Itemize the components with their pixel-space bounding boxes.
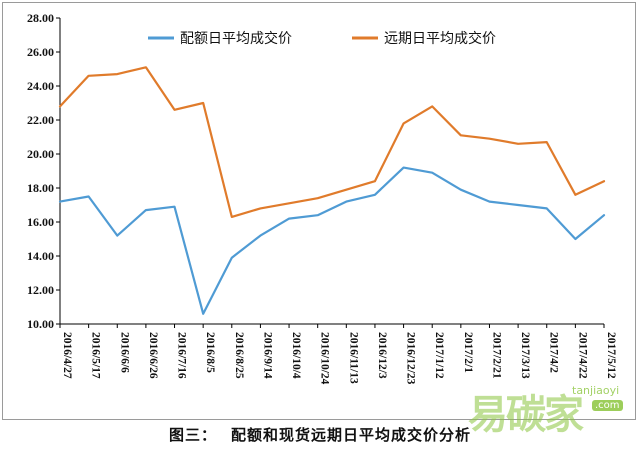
y-tick-label: 24.00 — [27, 79, 54, 93]
y-tick-label: 28.00 — [27, 11, 54, 25]
x-tick-label: 2017/1/12 — [433, 332, 445, 379]
legend-label-forward: 远期日平均成交价 — [384, 30, 496, 47]
x-tick-label: 2016/8/25 — [233, 332, 245, 379]
x-tick-label: 2016/6/26 — [147, 332, 159, 379]
watermark-cn: 易碳家 — [468, 392, 584, 438]
x-tick-label: 2016/12/23 — [405, 332, 417, 385]
x-tick-label: 2016/12/3 — [376, 332, 388, 379]
x-tick-label: 2016/9/14 — [261, 332, 273, 379]
x-tick-label: 2016/10/4 — [290, 332, 302, 379]
watermark-tld: .com — [592, 400, 623, 411]
series-line-spot — [58, 166, 606, 315]
x-tick-label: 2017/5/12 — [605, 332, 617, 379]
x-tick-label: 2016/8/5 — [204, 332, 216, 373]
chart-axes — [59, 18, 604, 325]
watermark-logo: 易碳家 tanjiaoyi .com — [468, 376, 636, 440]
y-tick-label: 16.00 — [27, 215, 54, 229]
x-tick-label: 2017/2/1 — [462, 332, 474, 373]
x-tick-label: 2017/2/21 — [490, 332, 502, 379]
y-axis-ticks: 10.00 12.00 14.00 16.00 18.00 20.00 22.00 24.00… — [27, 11, 60, 331]
x-tick-label: 2016/11/13 — [347, 332, 359, 384]
x-tick-label: 2016/10/24 — [319, 332, 331, 385]
chart-series — [58, 66, 606, 315]
line-chart: 10.00 12.00 14.00 16.00 18.00 20.00 22.00 24.00… — [27, 11, 617, 385]
y-tick-label: 12.00 — [27, 283, 54, 297]
x-tick-label: 2017/4/2 — [548, 332, 560, 373]
x-tick-label: 2017/4/22 — [576, 332, 588, 379]
y-tick-label: 26.00 — [27, 45, 54, 59]
caption-label: 图三： — [168, 426, 217, 444]
x-axis-ticks: 2016/4/27 2016/5/17 2016/6/6 2016/6/26 2016/… — [59, 324, 617, 385]
x-tick-label: 2016/4/27 — [61, 332, 73, 379]
caption-text: 配额和现货远期日平均成交价分析 — [231, 426, 472, 444]
x-tick-label: 2016/7/16 — [176, 332, 188, 379]
chart-legend: 配额日平均成交价 远期日平均成交价 — [148, 30, 496, 47]
y-tick-label: 20.00 — [27, 147, 54, 161]
y-tick-label: 18.00 — [27, 181, 54, 195]
y-tick-label: 10.00 — [27, 317, 54, 331]
series-line-forward — [58, 66, 606, 218]
y-tick-label: 22.00 — [27, 113, 54, 127]
y-tick-label: 14.00 — [27, 249, 54, 263]
legend-label-spot: 配额日平均成交价 — [180, 30, 292, 47]
x-tick-label: 2016/5/17 — [90, 332, 102, 379]
x-tick-label: 2016/6/6 — [118, 332, 130, 373]
figure-caption: 图三： 配额和现货远期日平均成交价分析 — [0, 424, 640, 445]
watermark-url: tanjiaoyi — [572, 384, 620, 397]
chart-frame — [2, 2, 636, 420]
x-tick-label: 2017/3/13 — [519, 332, 531, 379]
